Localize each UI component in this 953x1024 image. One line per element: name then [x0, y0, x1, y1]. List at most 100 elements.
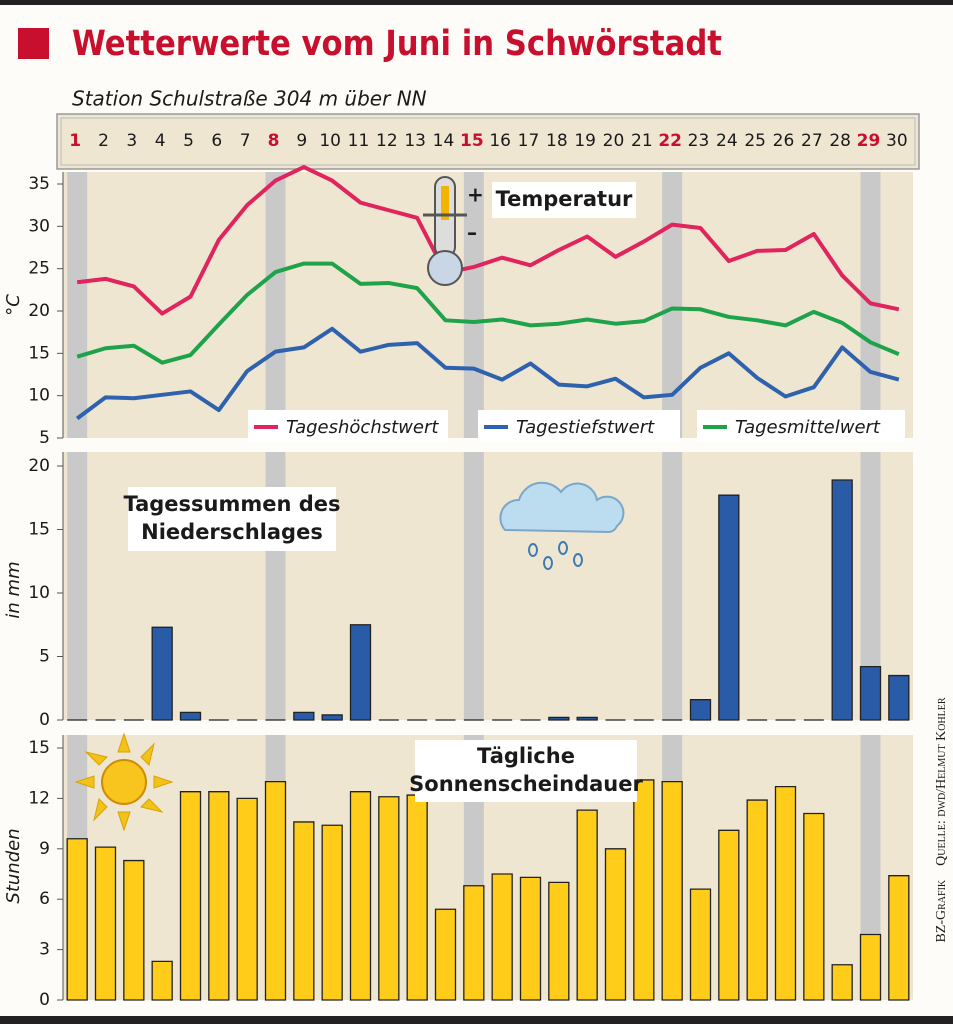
bar — [774, 785, 797, 1001]
legend-box — [248, 410, 448, 442]
bar — [179, 711, 202, 721]
y-axis-label: Stunden — [3, 828, 24, 903]
bar — [264, 780, 287, 1001]
day-label: 24 — [716, 131, 738, 151]
day-label: 23 — [688, 131, 710, 151]
y-tick-label: 5 — [39, 647, 50, 667]
day-label: 5 — [183, 131, 194, 151]
day-label: 13 — [404, 131, 426, 151]
bar — [831, 964, 853, 1001]
day-label: 22 — [658, 131, 682, 151]
y-tick-label: 3 — [39, 940, 50, 960]
bar — [689, 888, 712, 1001]
weekend-stripe — [265, 172, 286, 438]
weekend-stripe — [662, 452, 683, 720]
legend-label: Tagestiefstwert — [516, 417, 655, 438]
day-label: 14 — [433, 131, 455, 151]
plot-background — [63, 172, 913, 438]
chart-label-box — [415, 740, 637, 802]
weekend-stripe — [67, 452, 88, 720]
bar — [831, 479, 853, 721]
svg-text:–: – — [467, 221, 477, 245]
chart-label: Tagessummen des — [123, 492, 340, 516]
bar — [293, 711, 315, 721]
day-label: 12 — [376, 131, 398, 151]
day-strip — [56, 113, 920, 170]
bar — [463, 885, 485, 1001]
bar — [349, 624, 372, 721]
chart-label: Sonnenscheindauer — [409, 772, 643, 796]
bar — [604, 848, 627, 1001]
bar — [576, 809, 598, 1001]
y-axis-label: in mm — [3, 561, 24, 618]
bar — [94, 846, 117, 1001]
day-label: 10 — [319, 131, 341, 151]
chart-label: Temperatur — [496, 187, 633, 211]
bar — [349, 791, 372, 1001]
data-credit: Quelle: dwd/Helmut Kohler — [934, 697, 949, 866]
bar — [321, 824, 343, 1001]
weekend-stripe — [463, 172, 484, 438]
graphic-credit: BZ-Grafik — [934, 879, 949, 942]
y-tick-label: 35 — [28, 174, 50, 194]
title-square — [18, 28, 49, 59]
day-label: 26 — [773, 131, 795, 151]
bar — [548, 716, 570, 721]
y-tick-label: 5 — [39, 428, 50, 448]
day-label: 6 — [211, 131, 222, 151]
y-tick-label: 15 — [28, 520, 50, 540]
day-label: 3 — [126, 131, 137, 151]
bar — [293, 821, 315, 1001]
day-label: 18 — [546, 131, 568, 151]
day-label: 2 — [98, 131, 109, 151]
y-tick-label: 10 — [28, 583, 50, 603]
thermometer-icon: + – — [423, 176, 484, 286]
bar — [718, 494, 740, 721]
bar — [406, 794, 428, 1001]
day-label: 17 — [518, 131, 540, 151]
weekend-stripe — [463, 452, 484, 720]
day-label: 25 — [744, 131, 766, 151]
y-tick-label: 20 — [28, 456, 50, 476]
charts: 1 2 3 4 5 6 7 8 9 10 11 12 13 14 15 16 17 18 19 20 21 22 23 24 2… — [3, 131, 913, 1010]
bar — [859, 666, 882, 721]
bar — [236, 797, 258, 1001]
chart-label: Tägliche — [477, 744, 575, 768]
legend-label: Tagesmittelwert — [735, 417, 881, 438]
weekend-stripe — [860, 452, 881, 720]
day-label: 27 — [801, 131, 823, 151]
y-tick-label: 15 — [28, 343, 50, 363]
day-label: 9 — [296, 131, 307, 151]
day-label: 16 — [489, 131, 511, 151]
bar — [123, 859, 145, 1001]
legend-label: Tageshöchstwert — [286, 417, 439, 438]
day-label: 4 — [155, 131, 166, 151]
y-tick-label: 10 — [28, 386, 50, 406]
chart-label-box — [128, 487, 336, 551]
day-strip-inner — [60, 117, 916, 166]
day-label: 30 — [886, 131, 908, 151]
cloud-icon — [499, 481, 625, 570]
day-label: 19 — [574, 131, 596, 151]
y-tick-label: 15 — [28, 738, 50, 758]
day-label: 7 — [240, 131, 251, 151]
day-label: 11 — [348, 131, 370, 151]
bar — [746, 799, 768, 1001]
y-tick-label: 30 — [28, 216, 50, 236]
day-label: 1 — [69, 131, 81, 151]
y-tick-label: 6 — [39, 889, 50, 909]
bar — [633, 779, 655, 1001]
y-tick-label: 0 — [39, 990, 50, 1010]
weekend-stripe — [662, 172, 683, 438]
y-tick-label: 20 — [28, 301, 50, 321]
bar — [434, 908, 457, 1001]
bar — [321, 714, 343, 721]
bar — [859, 933, 882, 1001]
day-label: 28 — [829, 131, 851, 151]
bar — [718, 829, 740, 1001]
temperature-line — [75, 326, 900, 421]
top-border — [0, 0, 953, 5]
day-label: 15 — [460, 131, 484, 151]
subtitle: Station Schulstraße 304 m über NN — [72, 87, 427, 111]
